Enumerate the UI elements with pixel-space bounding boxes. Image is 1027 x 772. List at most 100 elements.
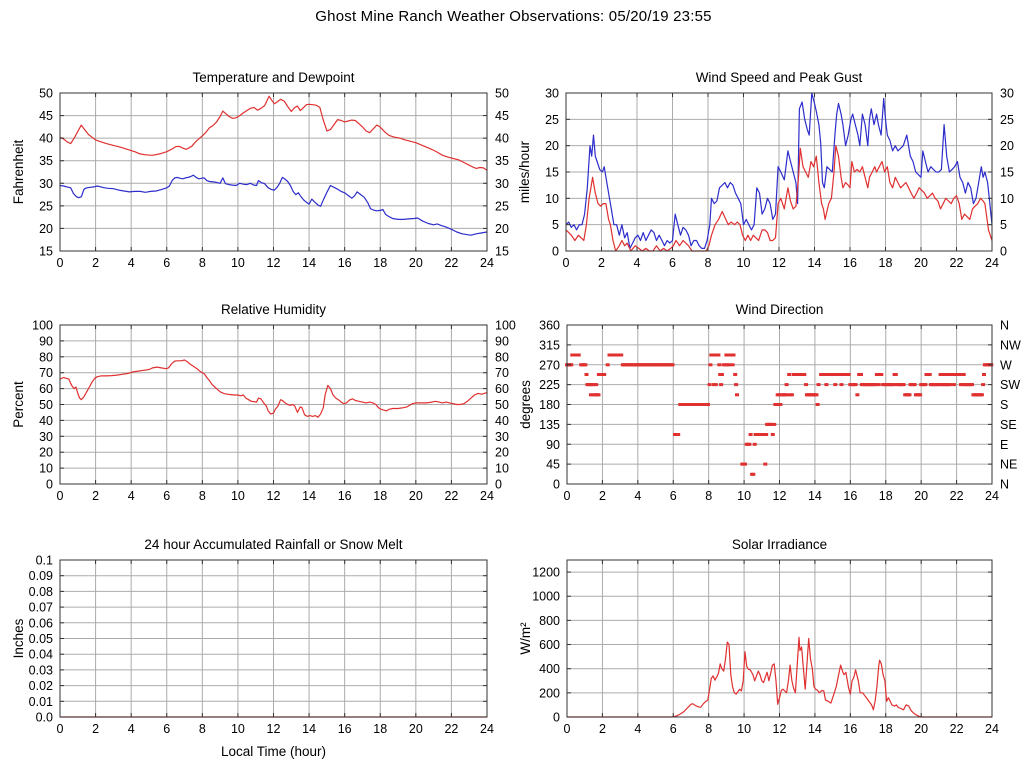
x-tick-label: 14 xyxy=(808,489,822,503)
x-tick-label: 16 xyxy=(338,722,352,736)
page-title: Ghost Mine Ranch Weather Observations: 0… xyxy=(315,8,712,25)
data-point xyxy=(719,383,724,387)
y-tick-label-right: E xyxy=(1000,438,1008,452)
x-tick-label: 8 xyxy=(199,256,206,270)
x-tick-label: 14 xyxy=(808,722,822,736)
data-point xyxy=(733,373,738,376)
y-tick-label-right: 0 xyxy=(1000,245,1007,259)
chart-title: Relative Humidity xyxy=(221,302,326,317)
y-tick-label-right: 40 xyxy=(495,414,509,428)
x-tick-label: 6 xyxy=(163,489,170,503)
x-tick-label: 14 xyxy=(302,722,316,736)
data-point xyxy=(957,373,962,376)
data-point xyxy=(907,393,912,397)
series-dewpoint xyxy=(59,174,488,236)
data-point xyxy=(770,433,775,436)
data-point xyxy=(774,403,779,406)
y-axis-label: Fahrenheit xyxy=(11,139,26,204)
y-tick-label-right: 80 xyxy=(495,350,509,364)
data-point xyxy=(912,383,917,387)
data-point xyxy=(764,433,769,436)
y-tick-label: 315 xyxy=(539,338,560,352)
data-point xyxy=(879,373,884,376)
y-tick-label: 0 xyxy=(46,478,53,492)
series-peak-gust xyxy=(565,92,993,249)
data-point xyxy=(727,363,731,367)
y-tick-label-right: 70 xyxy=(495,366,509,380)
x-tick-label: 20 xyxy=(409,489,423,503)
x-tick-label: 4 xyxy=(634,722,641,736)
y-tick-label: 1200 xyxy=(532,566,560,580)
x-tick-label: 0 xyxy=(57,489,64,503)
data-point xyxy=(951,383,956,387)
y-tick-label: 30 xyxy=(39,177,53,191)
data-point xyxy=(901,383,906,387)
y-tick-label: 50 xyxy=(39,398,53,412)
x-tick-label: 6 xyxy=(670,489,677,503)
y-tick-label-right: 20 xyxy=(1000,139,1014,153)
y-tick-label-right: 15 xyxy=(1000,166,1014,180)
x-tick-label: 24 xyxy=(985,722,999,736)
series-wind-speed xyxy=(565,145,993,252)
x-tick-label: 6 xyxy=(669,256,676,270)
data-point xyxy=(590,393,595,397)
x-tick-label: 12 xyxy=(773,722,787,736)
y-tick-label-right: 30 xyxy=(495,430,509,444)
x-tick-label: 4 xyxy=(128,489,135,503)
y-tick-label: 0 xyxy=(552,245,559,259)
x-tick-label: 16 xyxy=(338,489,352,503)
x-tick-label: 8 xyxy=(705,489,712,503)
x-tick-label: 24 xyxy=(480,722,494,736)
data-point xyxy=(583,363,588,367)
x-tick-label: 24 xyxy=(985,256,999,270)
data-point xyxy=(569,363,574,367)
y-tick-label: 800 xyxy=(539,614,560,628)
data-point xyxy=(762,433,767,436)
y-tick-label: 45 xyxy=(546,458,560,472)
chart-title: Wind Direction xyxy=(736,302,824,317)
y-tick-label: 35 xyxy=(39,154,53,168)
data-point xyxy=(713,383,718,387)
data-point xyxy=(717,363,722,367)
y-tick-label-right: 10 xyxy=(1000,192,1014,206)
x-tick-label: 18 xyxy=(879,256,893,270)
x-tick-label: 0 xyxy=(563,256,570,270)
x-tick-label: 20 xyxy=(409,722,423,736)
x-tick-label: 18 xyxy=(373,256,387,270)
y-tick-label-right: 60 xyxy=(495,382,509,396)
data-point xyxy=(833,383,838,387)
data-point xyxy=(596,393,601,397)
data-point xyxy=(951,373,955,376)
x-tick-label: 0 xyxy=(564,722,571,736)
x-tick-label: 22 xyxy=(444,489,458,503)
series-humidity xyxy=(59,359,488,418)
y-tick-label-right: 15 xyxy=(495,245,509,259)
y-tick-label-right: 25 xyxy=(495,199,509,213)
chart-wind-speed-peak-gust: 0 2 4 6 8 10 12 14 16 18 20 22 240510152025300510152… xyxy=(517,70,1014,270)
data-point xyxy=(724,353,729,357)
x-tick-label: 8 xyxy=(199,722,206,736)
x-tick-label: 4 xyxy=(634,256,641,270)
y-tick-label-right: 20 xyxy=(495,446,509,460)
y-tick-label: 0.07 xyxy=(29,601,53,615)
data-point xyxy=(584,373,589,376)
data-point xyxy=(787,373,792,376)
y-tick-label: 20 xyxy=(545,139,559,153)
y-tick-label: 0.1 xyxy=(36,554,53,568)
data-point xyxy=(731,353,736,357)
y-tick-label: 0.09 xyxy=(29,569,53,583)
data-point xyxy=(706,403,710,406)
x-tick-label: 10 xyxy=(231,489,245,503)
data-point xyxy=(846,373,851,376)
chart-title: Temperature and Dewpoint xyxy=(192,70,354,85)
x-tick-label: 6 xyxy=(163,256,170,270)
data-point xyxy=(735,393,739,397)
y-axis-label: miles/hour xyxy=(517,140,532,203)
x-tick-label: 8 xyxy=(199,489,206,503)
series-temperature xyxy=(59,95,488,171)
x-tick-label: 18 xyxy=(879,722,893,736)
data-point xyxy=(707,383,712,387)
data-point xyxy=(802,373,807,376)
y-tick-label: 360 xyxy=(539,319,560,333)
